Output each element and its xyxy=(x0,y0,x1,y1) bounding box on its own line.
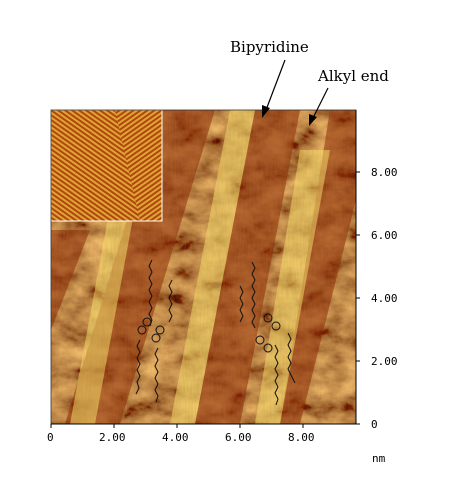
x-tick-label: 2.00 xyxy=(99,431,126,444)
y-axis xyxy=(355,110,360,425)
alkyl-chain xyxy=(239,285,244,323)
bipyridine-ring xyxy=(263,343,273,353)
bipyridine-ring xyxy=(137,325,147,335)
alkyl-chain xyxy=(135,339,141,395)
x-axis xyxy=(50,423,356,428)
bipyridine-arrowhead xyxy=(262,105,270,118)
alkyl-chain xyxy=(274,344,279,406)
bipyridine-ring xyxy=(151,333,161,343)
x-tick-label: 6.00 xyxy=(225,431,252,444)
bipyridine-ring xyxy=(155,325,165,335)
bipyridine-ring xyxy=(263,313,273,323)
alkyl-chain xyxy=(251,261,256,329)
x-tick-label: 0 xyxy=(47,431,54,444)
y-tick-label: 6.00 xyxy=(371,229,398,242)
alkyl-chain xyxy=(168,279,173,323)
molecule-overlay xyxy=(135,259,296,406)
inset-image xyxy=(50,109,163,222)
bipyridine-ring xyxy=(271,321,281,331)
bipyridine-ring xyxy=(255,335,265,345)
alkyl-end-arrow xyxy=(312,87,329,119)
y-tick-label: 4.00 xyxy=(371,292,398,305)
bipyridine-label: Bipyridine xyxy=(230,38,309,56)
y-tick-label: 0 xyxy=(371,418,378,431)
y-tick-label: 8.00 xyxy=(371,166,398,179)
alkyl-end-label: Alkyl end xyxy=(317,67,389,85)
alkyl-chain xyxy=(154,347,159,403)
alkyl-end-arrowhead xyxy=(309,114,317,126)
bipyridine-ring xyxy=(142,317,152,327)
annotations: Bipyridine Alkyl end xyxy=(230,38,389,126)
x-tick-labels: 0 2.00 4.00 6.00 8.00 xyxy=(47,431,315,444)
y-tick-label: 2.00 xyxy=(371,355,398,368)
x-tick-label: 8.00 xyxy=(288,431,315,444)
axis-unit: nm xyxy=(372,452,386,465)
y-tick-labels: 2.00 4.00 6.00 8.00 0 xyxy=(371,166,398,431)
x-tick-label: 4.00 xyxy=(162,431,189,444)
bipyridine-arrow xyxy=(265,59,286,111)
alkyl-chain xyxy=(148,259,153,327)
alkyl-chain xyxy=(287,332,296,384)
